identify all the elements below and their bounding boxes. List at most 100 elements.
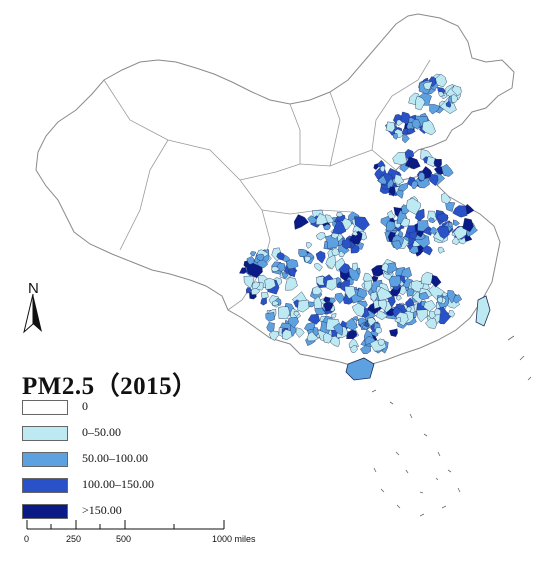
county-patch [451, 85, 462, 97]
county-patch [265, 312, 275, 322]
county-patch [392, 133, 398, 140]
county-patch [445, 201, 456, 212]
legend-label: 0–50.00 [82, 425, 121, 439]
county-patch [417, 220, 429, 232]
county-patch [298, 248, 308, 258]
county-patch [334, 292, 346, 304]
county-patch [406, 288, 415, 297]
county-patch [440, 192, 452, 205]
county-patch [380, 165, 386, 173]
county-patch [264, 277, 276, 290]
county-patch [397, 182, 409, 192]
pm25-county-patches [239, 73, 478, 354]
county-patch [313, 296, 323, 309]
legend-label: 0 [82, 399, 88, 413]
county-patch [356, 287, 368, 299]
county-patch [395, 295, 402, 301]
taiwan-island [475, 295, 491, 327]
county-patch [330, 313, 337, 319]
county-patch [304, 255, 312, 263]
county-patch [295, 327, 305, 338]
county-patch [426, 156, 436, 168]
north-label: N [28, 280, 39, 297]
county-patch [338, 263, 352, 274]
county-patch [462, 217, 474, 232]
county-patch [394, 316, 402, 323]
county-patch [276, 251, 285, 261]
legend-label: 50.00–100.00 [82, 451, 148, 465]
county-patch [286, 259, 299, 270]
county-patch [378, 299, 388, 312]
county-patch [306, 242, 313, 249]
county-patch [391, 240, 402, 250]
county-patch [239, 267, 248, 274]
county-patch [288, 265, 296, 278]
county-patch [360, 345, 372, 354]
county-patch [377, 175, 387, 185]
county-patch [385, 121, 396, 133]
scale-tick-label: 250 [66, 534, 82, 544]
county-patch [281, 272, 288, 279]
county-patch [448, 310, 456, 318]
legend-swatch [22, 452, 68, 467]
county-patch [418, 171, 426, 182]
county-patch [438, 91, 445, 97]
county-patch [272, 300, 279, 306]
county-patch [307, 215, 318, 224]
county-patch [325, 278, 338, 291]
county-patch [287, 316, 299, 329]
county-patch [345, 317, 358, 331]
county-patch [441, 164, 454, 177]
county-patch [245, 286, 253, 294]
hainan-island [345, 357, 375, 381]
legend-label: >150.00 [82, 503, 122, 517]
county-patch [415, 95, 426, 111]
county-patch [411, 118, 421, 130]
county-patch [336, 211, 343, 218]
county-patch [281, 329, 293, 340]
county-patch [428, 173, 439, 187]
scale-bar: 0 250 500 1000 miles [24, 516, 256, 544]
county-patch [367, 317, 377, 327]
county-patch [325, 254, 336, 270]
scale-tick-label: 1000 miles [212, 534, 256, 544]
county-patch [416, 309, 428, 323]
county-patch [377, 338, 386, 346]
county-patch [346, 329, 358, 340]
county-patch [436, 212, 449, 222]
county-patch [323, 332, 333, 344]
county-patch [420, 271, 433, 285]
county-patch [332, 220, 347, 235]
county-patch [277, 306, 291, 320]
county-patch [400, 217, 411, 227]
legend-swatch [22, 426, 68, 441]
county-patch [402, 134, 410, 144]
county-patch [245, 262, 263, 278]
county-patch [323, 223, 331, 231]
county-patch [452, 219, 460, 227]
county-patch [341, 238, 352, 250]
county-patch [256, 253, 265, 262]
map-title: PM2.5（2015） [22, 373, 198, 400]
county-patch [315, 213, 328, 225]
county-patch [433, 158, 442, 169]
county-patch [381, 262, 389, 273]
county-patch [411, 180, 419, 190]
county-patch [406, 197, 421, 215]
county-patch [409, 231, 417, 240]
county-patch [351, 230, 359, 237]
county-patch [260, 297, 267, 306]
county-patch [349, 345, 358, 354]
scale-tick-label: 0 [24, 534, 30, 544]
county-patch [447, 222, 453, 228]
county-patch [423, 300, 437, 312]
county-patch [428, 217, 435, 223]
county-patch [306, 331, 319, 342]
county-patch [437, 296, 443, 304]
county-patch [452, 205, 468, 218]
county-patch [285, 277, 298, 291]
county-patch [408, 117, 416, 123]
county-patch [418, 291, 430, 301]
county-patch [385, 220, 396, 232]
